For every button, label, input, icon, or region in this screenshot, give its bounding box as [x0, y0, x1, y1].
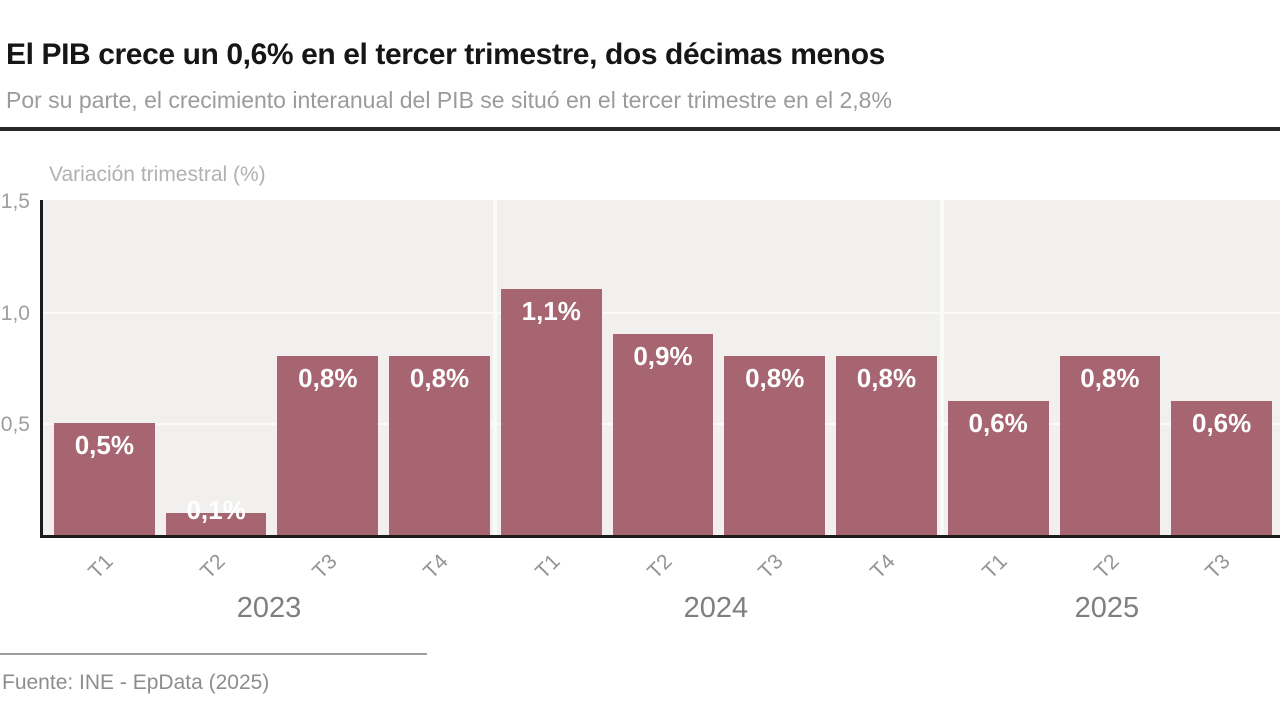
bar-value-label: 0,1%: [186, 494, 246, 525]
bar-T1-0: 0,5%: [54, 423, 155, 535]
y-axis-title: Variación trimestral (%): [49, 163, 266, 186]
bar-T3-2: 0,8%: [277, 356, 379, 535]
bar-T2-1: 0,1%: [165, 495, 267, 535]
x-tick-T1-8: T1: [945, 541, 1046, 593]
x-tick-T3-6: T3: [721, 541, 822, 593]
bar-T2-9: 0,8%: [1059, 356, 1161, 535]
bar-value-label: 1,1%: [521, 296, 581, 327]
quarter-label: T3: [307, 549, 342, 584]
bar-value-label: 0,6%: [1191, 408, 1252, 438]
year-label-2024: 2024: [683, 592, 749, 624]
quarter-label: T4: [419, 549, 453, 584]
x-tick-T1-0: T1: [51, 541, 152, 593]
year-label-2025: 2025: [1074, 592, 1140, 624]
quarter-label: T1: [531, 549, 565, 584]
bar-value-label: 0,9%: [633, 341, 693, 371]
year-separator: [940, 200, 945, 535]
quarter-label: T2: [642, 549, 677, 584]
y-tick-1,0: 1,0: [0, 301, 30, 325]
quarter-label: T1: [978, 549, 1012, 584]
bar-T3-10: 0,6%: [1171, 401, 1272, 535]
bar-value-label: 0,8%: [1080, 363, 1140, 394]
quarter-label: T2: [195, 549, 230, 584]
x-tick-T4-7: T4: [833, 541, 934, 593]
page-title: El PIB crece un 0,6% en el tercer trimes…: [6, 38, 885, 71]
x-tick-T3-2: T3: [274, 541, 375, 593]
bar-value-label: 0,8%: [856, 363, 917, 394]
quarter-label: T4: [866, 549, 900, 584]
bar-T3-6: 0,8%: [724, 356, 826, 535]
header-divider: [0, 127, 1280, 131]
bar-value-label: 0,8%: [745, 363, 805, 394]
page-subtitle: Por su parte, el crecimiento interanual …: [6, 87, 892, 113]
x-tick-T1-4: T1: [498, 541, 599, 593]
source-text: Fuente: INE - EpData (2025): [2, 671, 270, 694]
x-tick-T2-9: T2: [1057, 541, 1158, 593]
gridline-1,0: [43, 311, 1280, 314]
bar-value-label: 0,5%: [74, 430, 134, 461]
quarter-label: T1: [84, 549, 118, 584]
bar-value-label: 0,8%: [409, 363, 470, 394]
y-tick-1,5: 1,5: [0, 190, 30, 213]
y-axis-ticks: 1,5 1,0 0,5: [0, 191, 32, 538]
x-tick-T3-10: T3: [1168, 541, 1269, 593]
bar-T2-5: 0,9%: [612, 334, 714, 535]
quarter-label: T3: [1201, 549, 1236, 584]
bar-T1-8: 0,6%: [947, 401, 1049, 535]
y-tick-0,5: 0,5: [0, 413, 30, 437]
x-axis-labels: T1 T2 T3 T4 T1 T2 T3 T4 T1 T2 T3: [40, 541, 1280, 593]
source-divider: [0, 653, 427, 655]
year-labels: 2023 2024 2025: [0, 592, 1280, 632]
year-label-2023: 2023: [236, 592, 302, 624]
bar-T4-7: 0,8%: [836, 356, 937, 535]
year-separator: [493, 200, 498, 535]
x-tick-T2-5: T2: [610, 541, 711, 593]
plot-area: 0,5% 0,1% 0,8% 0,8% 1,1% 0,9% 0,8% 0,8% 0,6% 0,8%…: [40, 200, 1280, 538]
x-tick-T4-3: T4: [386, 541, 487, 593]
x-tick-T2-1: T2: [163, 541, 264, 593]
bar-value-label: 0,6%: [968, 408, 1028, 438]
bar-value-label: 0,8%: [298, 363, 358, 394]
quarter-label: T3: [754, 549, 789, 584]
quarter-label: T2: [1089, 549, 1124, 584]
bar-T1-4: 1,1%: [500, 289, 602, 535]
bar-T4-3: 0,8%: [389, 356, 490, 535]
